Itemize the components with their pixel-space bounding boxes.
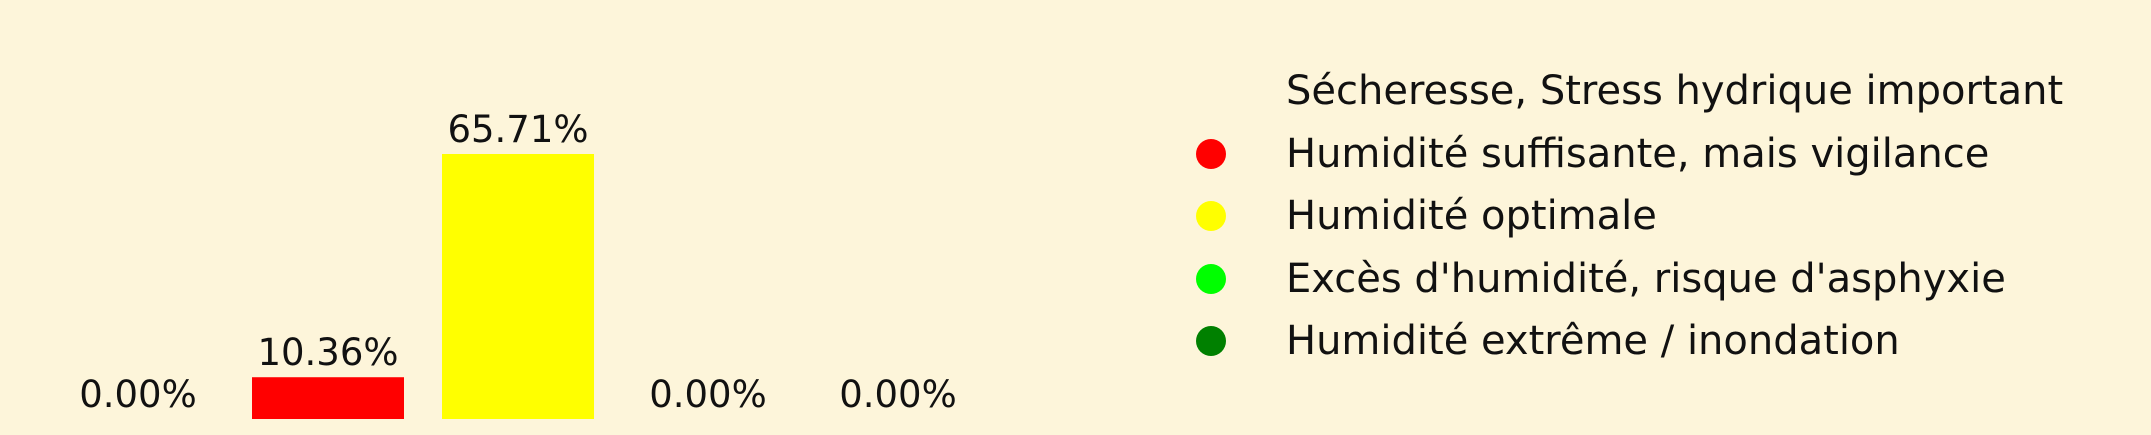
legend-label: Sécheresse, Stress hydrique important (1286, 68, 2064, 115)
legend-marker (1196, 201, 1226, 232)
legend-marker (1196, 263, 1226, 294)
bar-value-label-4: 0.00% (839, 373, 957, 416)
legend-label: Humidité optimale (1286, 193, 1657, 240)
bar-chart: 0.00% 10.36% 65.71% 0.00% 0.00% (79, 108, 957, 419)
bar-value-label-3: 0.00% (649, 373, 767, 416)
legend-item: Excès d'humidité, risque d'asphyxie (1190, 248, 2120, 311)
legend: Sécheresse, Stress hydrique important Hum… (1190, 60, 2120, 373)
legend-label: Humidité suffisante, mais vigilance (1286, 130, 1990, 177)
bar-value-label-1: 10.36% (257, 331, 398, 374)
legend-marker (1196, 326, 1226, 357)
legend-label: Humidité extrême / inondation (1286, 318, 1900, 365)
bar-1 (252, 377, 404, 419)
bar-value-label-2: 65.71% (447, 108, 588, 151)
legend-label: Excès d'humidité, risque d'asphyxie (1286, 255, 2006, 302)
bar-2 (442, 154, 594, 419)
legend-item: Sécheresse, Stress hydrique important (1190, 60, 2120, 123)
legend-marker (1196, 76, 1226, 107)
legend-marker (1196, 138, 1226, 169)
legend-item: Humidité extrême / inondation (1190, 310, 2120, 373)
legend-item: Humidité suffisante, mais vigilance (1190, 123, 2120, 186)
legend-item: Humidité optimale (1190, 185, 2120, 248)
bar-value-label-0: 0.00% (79, 373, 197, 416)
